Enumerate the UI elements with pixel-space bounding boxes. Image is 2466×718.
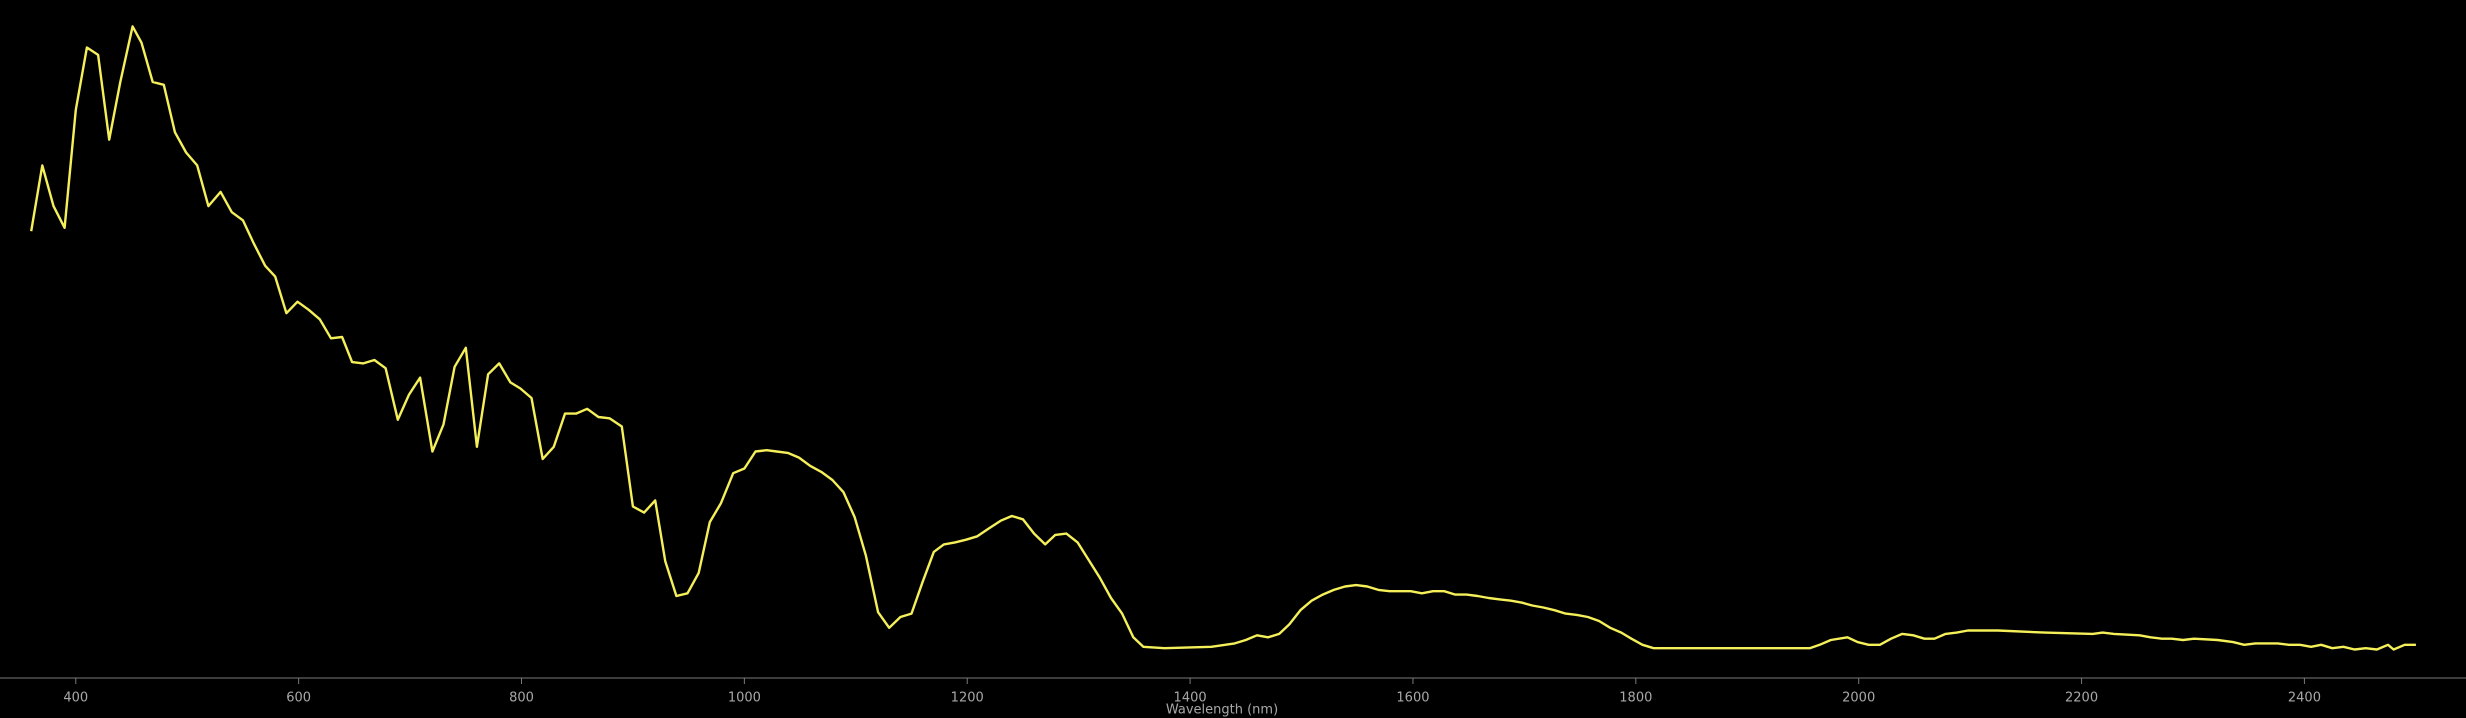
x-tick-label: 2400 — [2288, 691, 2321, 706]
x-tick-label: 2200 — [2065, 691, 2098, 706]
x-tick-label: 1600 — [1396, 691, 1429, 706]
x-tick-label: 1800 — [1619, 691, 1652, 706]
x-axis-label: Wavelength (nm) — [1166, 703, 1278, 718]
x-tick-label: 400 — [63, 691, 88, 706]
x-tick-label: 1400 — [1174, 691, 1207, 706]
x-tick-label: 800 — [509, 691, 534, 706]
spectrum-line — [30, 25, 2416, 651]
x-tick-label: 1200 — [951, 691, 984, 706]
x-tick-label: 2000 — [1842, 691, 1875, 706]
x-tick-label: 1000 — [728, 691, 761, 706]
x-tick-label: 600 — [286, 691, 311, 706]
